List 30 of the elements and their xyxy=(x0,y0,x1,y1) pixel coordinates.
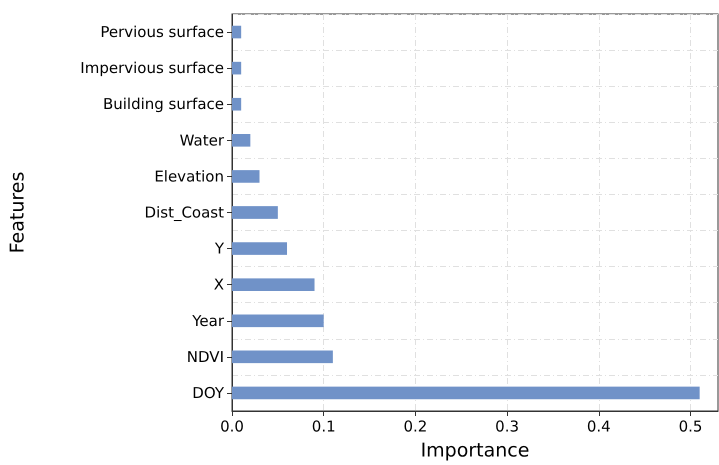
bar xyxy=(232,350,333,364)
bar xyxy=(232,206,278,219)
x-tick-label: 0.0 xyxy=(220,418,244,436)
y-tick-label: Impervious surface xyxy=(80,59,224,78)
x-tick-label: 0.1 xyxy=(312,418,336,436)
bar xyxy=(232,26,242,38)
bar xyxy=(232,134,250,147)
bar xyxy=(232,98,242,111)
y-tick-label: Building surface xyxy=(102,95,224,114)
y-tick-label: Pervious surface xyxy=(100,23,224,42)
x-tick-label: 0.2 xyxy=(403,418,428,436)
bar xyxy=(232,170,260,183)
y-axis-title: Features xyxy=(6,172,28,254)
bar xyxy=(232,314,324,328)
bar xyxy=(232,386,700,400)
y-tick-label: Elevation xyxy=(154,167,224,186)
bar xyxy=(232,278,315,291)
x-tick-label: 0.5 xyxy=(678,418,702,436)
bar xyxy=(232,242,288,255)
x-axis-title: Importance xyxy=(420,440,530,462)
x-tick-label: 0.4 xyxy=(586,418,611,436)
y-tick-label: DOY xyxy=(192,384,225,402)
y-tick-label: Dist_Coast xyxy=(144,204,224,222)
y-tick-label: Year xyxy=(191,312,225,330)
y-tick-label: X xyxy=(214,276,224,294)
y-tick-label: Water xyxy=(180,131,225,150)
y-tick-label: Y xyxy=(214,240,225,258)
y-tick-label: NDVI xyxy=(186,348,224,366)
x-tick-label: 0.3 xyxy=(495,418,520,436)
bar xyxy=(232,62,242,74)
